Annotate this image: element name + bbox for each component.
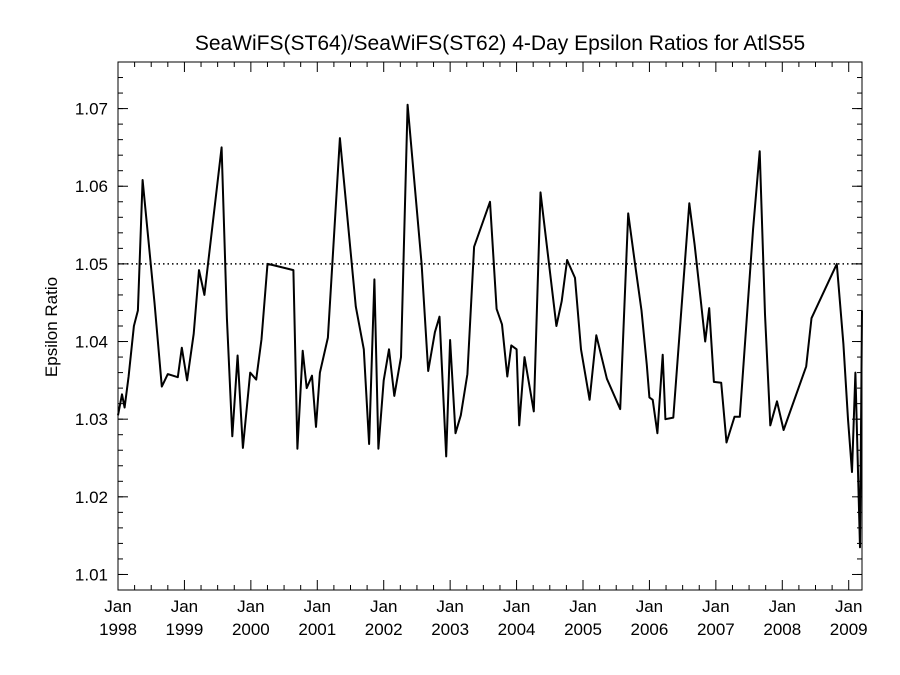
y-tick-label: 1.05 [75, 255, 108, 274]
y-tick-label: 1.04 [75, 333, 108, 352]
x-tick-year-label: 2001 [298, 620, 336, 639]
x-tick-month-label: Jan [171, 597, 198, 616]
x-tick-month-label: Jan [569, 597, 596, 616]
y-axis-label: Epsilon Ratio [42, 277, 61, 377]
x-tick-month-label: Jan [702, 597, 729, 616]
x-tick-month-label: Jan [370, 597, 397, 616]
x-tick-month-label: Jan [104, 597, 131, 616]
x-tick-year-label: 2009 [830, 620, 868, 639]
x-tick-month-label: Jan [503, 597, 530, 616]
x-tick-year-label: 2000 [232, 620, 270, 639]
x-tick-month-label: Jan [636, 597, 663, 616]
series-line-0 [117, 103, 863, 549]
x-tick-year-label: 1998 [99, 620, 137, 639]
x-tick-month-label: Jan [769, 597, 796, 616]
y-tick-label: 1.06 [75, 177, 108, 196]
x-tick-month-label: Jan [835, 597, 862, 616]
x-tick-year-label: 2007 [697, 620, 735, 639]
plot-frame [117, 61, 863, 591]
x-tick-year-label: 2008 [763, 620, 801, 639]
x-tick-year-label: 2003 [431, 620, 469, 639]
chart-title: SeaWiFS(ST64)/SeaWiFS(ST62) 4-Day Epsilo… [195, 32, 805, 55]
axes-layer: 1.01 1.02 1.03 1.04 1.05 1.06 1.07 Jan 1998 Jan 19… [75, 61, 868, 639]
x-tick-year-label: 2004 [498, 620, 536, 639]
x-tick-year-label: 1999 [166, 620, 204, 639]
x-tick-year-label: 2002 [365, 620, 403, 639]
y-tick-label: 1.03 [75, 410, 108, 429]
y-tick-label: 1.01 [75, 565, 108, 584]
series-layer [117, 103, 863, 549]
x-tick-month-label: Jan [436, 597, 463, 616]
y-tick-label: 1.02 [75, 488, 108, 507]
x-tick-month-label: Jan [237, 597, 264, 616]
x-tick-year-label: 2006 [631, 620, 669, 639]
x-tick-month-label: Jan [304, 597, 331, 616]
x-tick-year-label: 2005 [564, 620, 602, 639]
y-tick-label: 1.07 [75, 100, 108, 119]
